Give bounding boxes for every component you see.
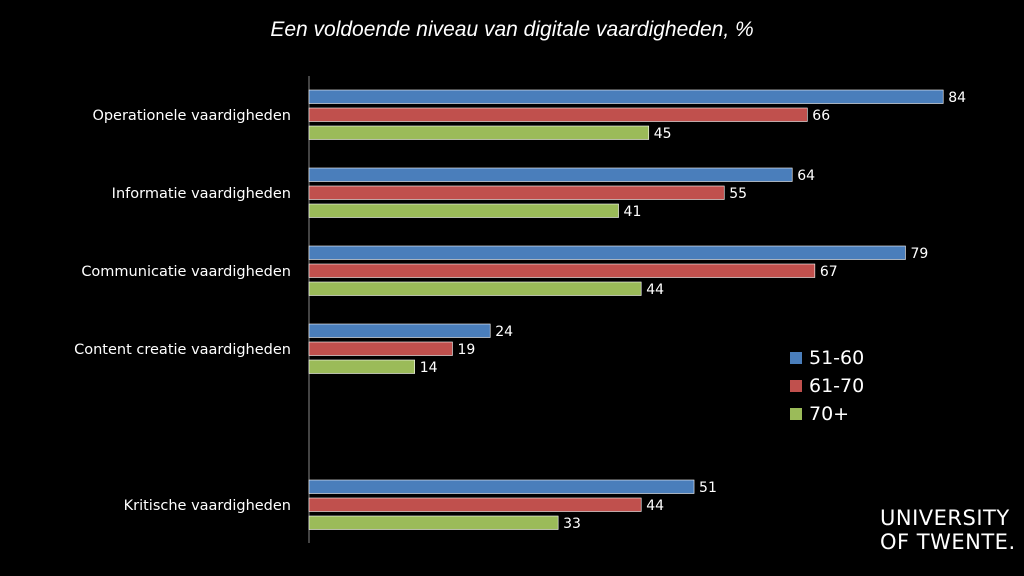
bar	[308, 479, 695, 494]
category-label: Operationele vaardigheden	[92, 108, 291, 124]
legend-swatch	[790, 408, 802, 420]
data-label: 64	[797, 168, 815, 184]
data-label: 45	[654, 126, 672, 142]
legend-swatch	[790, 352, 802, 364]
bar	[308, 203, 619, 218]
bar	[308, 167, 793, 182]
data-label: 55	[729, 186, 747, 202]
data-label: 66	[812, 108, 830, 124]
category-label: Informatie vaardigheden	[112, 186, 291, 202]
data-label: 33	[563, 516, 581, 532]
data-label: 67	[820, 264, 838, 280]
logo-line-1: UNIVERSITY	[880, 506, 1010, 530]
chart-title: Een voldoende niveau van digitale vaardi…	[270, 18, 754, 41]
bar	[308, 107, 808, 122]
university-logo: UNIVERSITY OF TWENTE.	[880, 506, 1016, 554]
legend-label: 70+	[809, 403, 849, 425]
bar	[308, 245, 906, 260]
data-label: 44	[646, 498, 664, 514]
bar	[308, 89, 944, 104]
logo-line-2: OF TWENTE.	[880, 530, 1016, 554]
data-label: 14	[420, 360, 438, 376]
bar	[308, 125, 650, 140]
bar	[308, 341, 453, 356]
legend-label: 61-70	[809, 375, 864, 397]
category-label: Kritische vaardigheden	[124, 498, 291, 514]
legend-label: 51-60	[809, 347, 864, 369]
bar	[308, 515, 559, 530]
data-label: 79	[910, 246, 928, 262]
bar	[308, 359, 415, 374]
data-label: 41	[624, 204, 642, 220]
bar	[308, 497, 642, 512]
data-label: 44	[646, 282, 664, 298]
legend-swatch	[790, 380, 802, 392]
category-label: Communicatie vaardigheden	[81, 264, 291, 280]
data-label: 51	[699, 480, 717, 496]
bar	[308, 323, 491, 338]
bar	[308, 263, 816, 278]
data-label: 24	[495, 324, 513, 340]
data-label: 19	[457, 342, 475, 358]
bar	[308, 281, 642, 296]
bar	[308, 185, 725, 200]
category-label: Content creatie vaardigheden	[74, 342, 291, 358]
data-label: 84	[948, 90, 966, 106]
